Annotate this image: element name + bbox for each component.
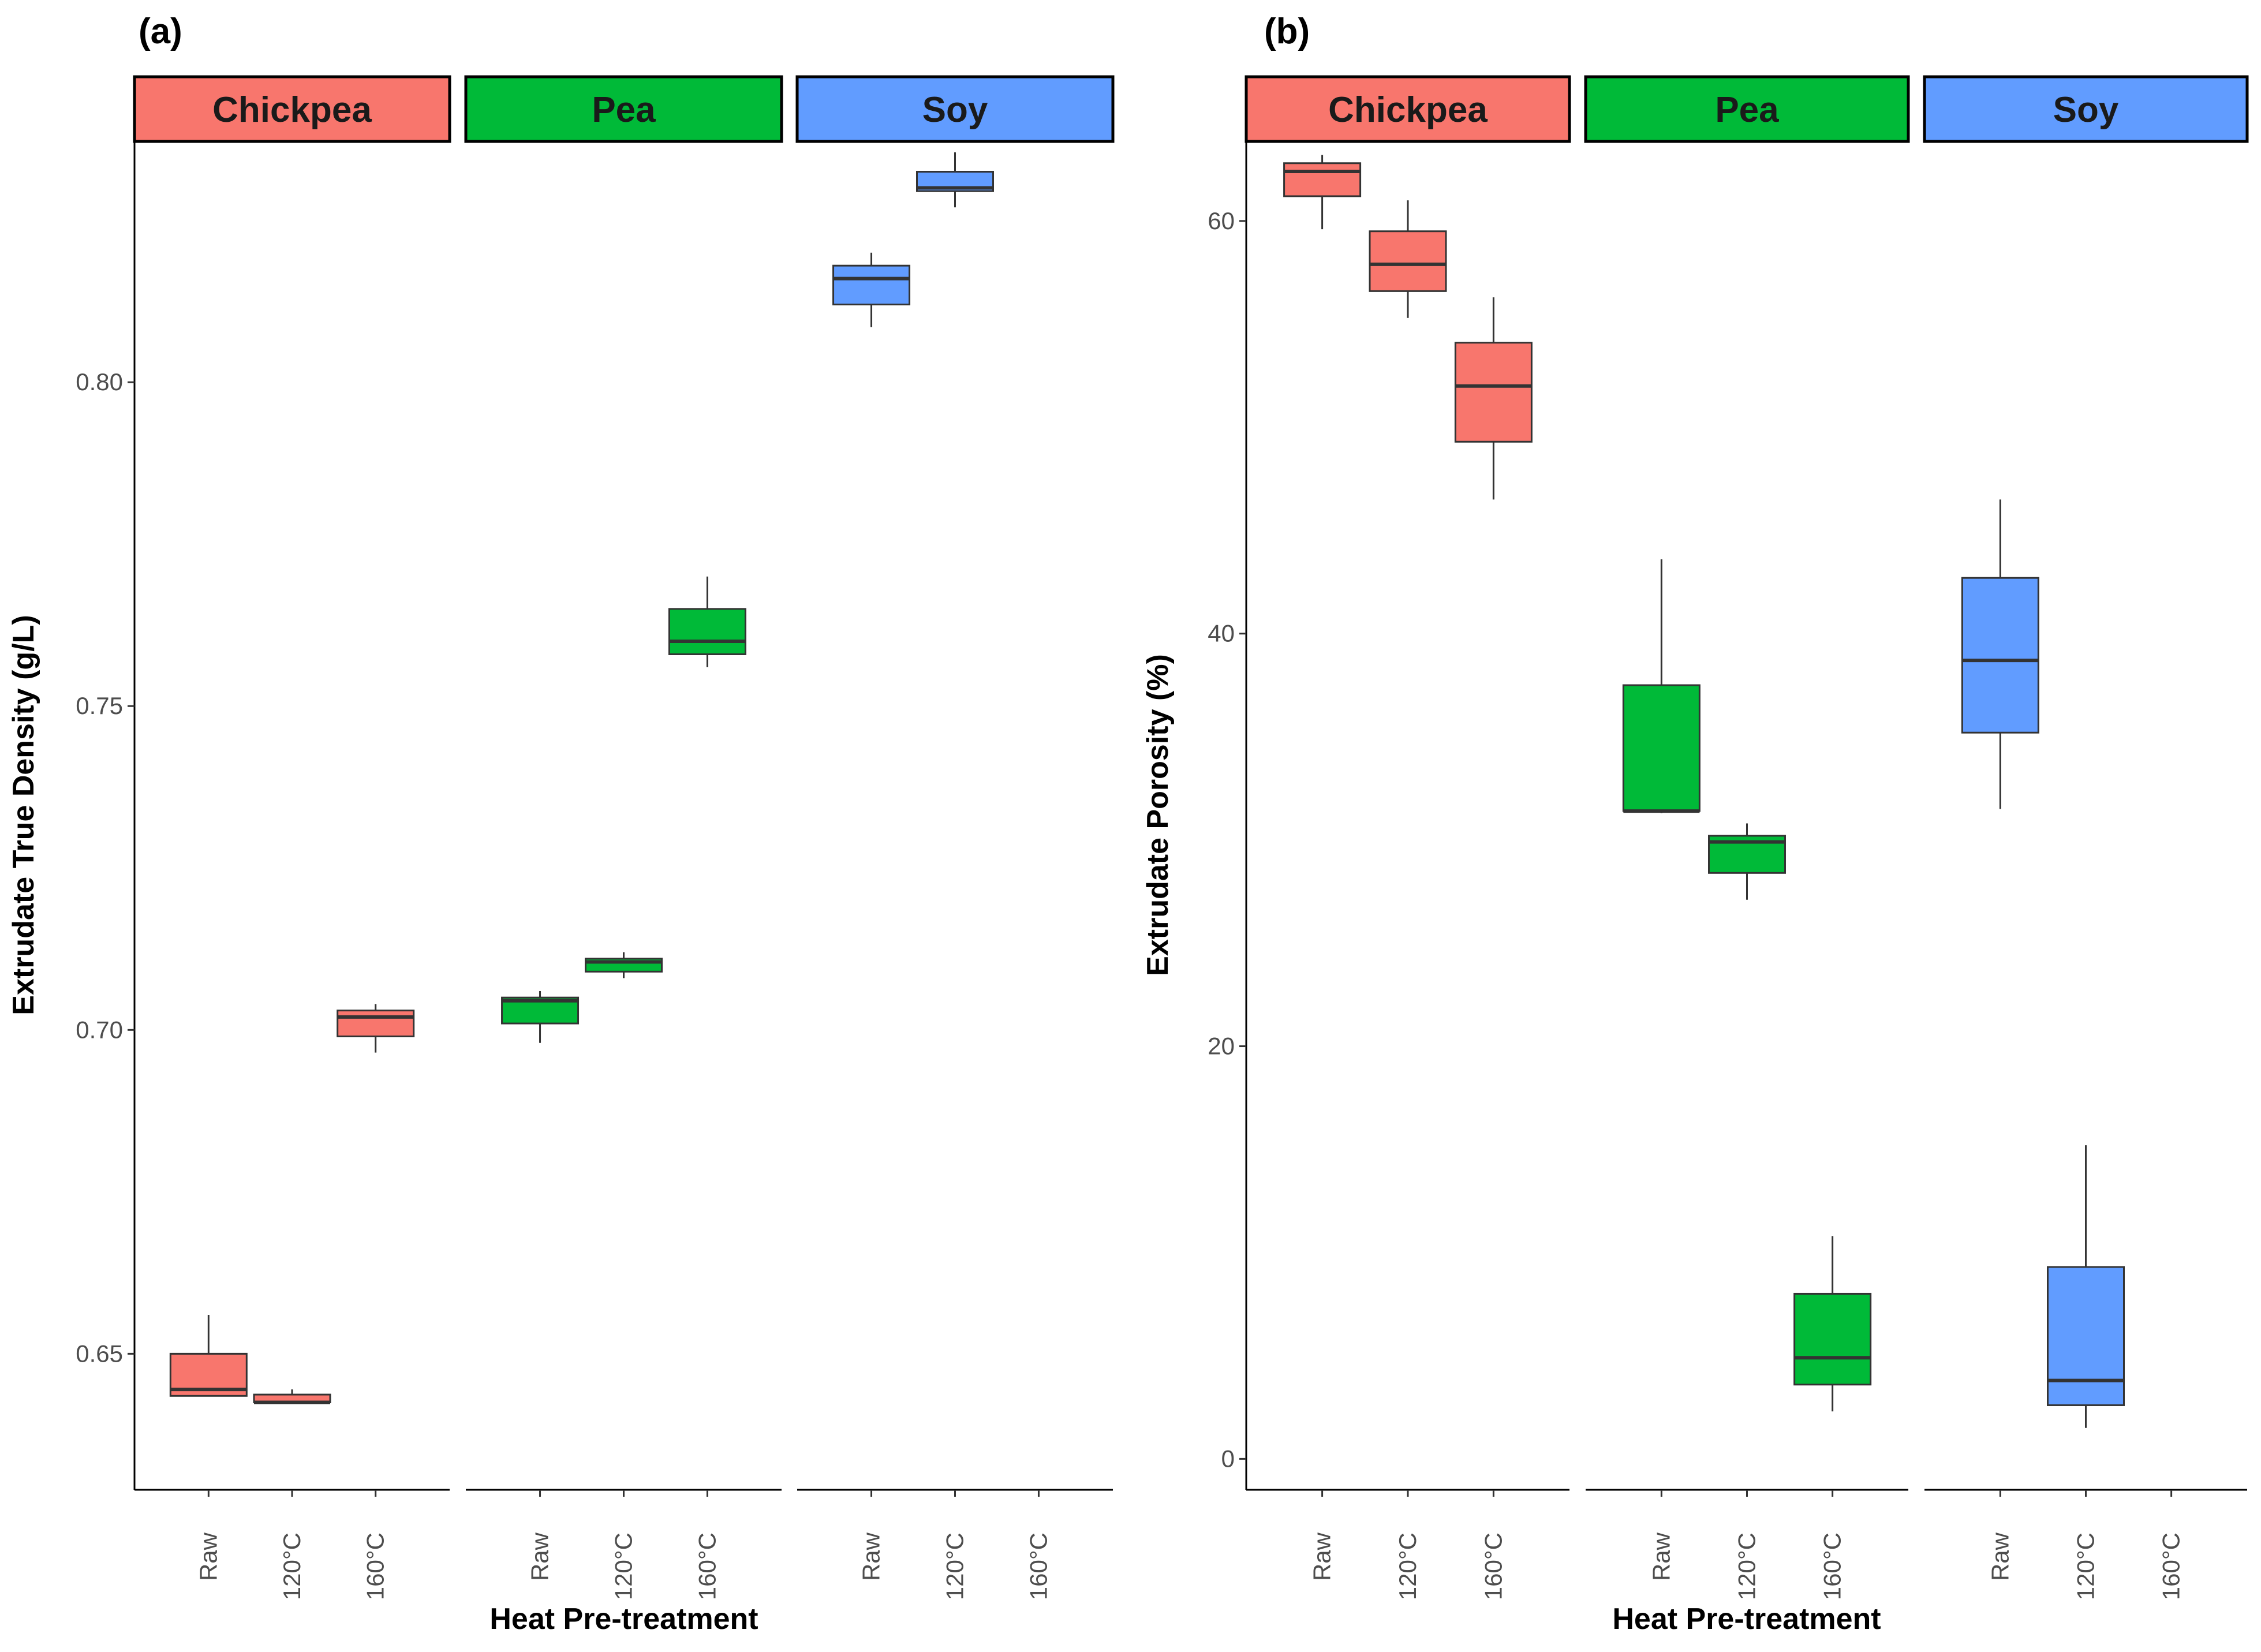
y-tick-label: 0 — [1221, 1445, 1235, 1472]
facet-strip-label-soy: Soy — [2053, 90, 2119, 130]
x-tick-label: 160°C — [2158, 1533, 2185, 1600]
box-iqr — [337, 1010, 415, 1038]
boxplot-pea-1 — [585, 952, 663, 978]
x-tick-label: 160°C — [693, 1533, 720, 1600]
facet-strip-label-chickpea: Chickpea — [212, 90, 372, 130]
facet-strip-chickpea — [133, 75, 451, 143]
x-tick-label: Raw — [1986, 1532, 2013, 1581]
boxplot-pea-2 — [668, 576, 746, 667]
boxplot-chickpea-2 — [337, 1004, 415, 1053]
facet-strip-label-pea: Pea — [1715, 90, 1779, 130]
x-tick-label: 120°C — [278, 1533, 305, 1600]
facet-strip-label-soy: Soy — [922, 90, 988, 130]
facet-strip-pea — [1584, 75, 1910, 143]
facet-strip-soy — [795, 75, 1115, 143]
box-iqr — [668, 608, 746, 655]
boxplot-soy-0 — [1961, 499, 2039, 809]
facet-strip-soy — [1923, 75, 2249, 143]
boxplot-soy-0 — [832, 252, 911, 327]
boxplot-chickpea-1 — [1369, 200, 1447, 318]
boxplot-chickpea-1 — [253, 1389, 331, 1404]
box-iqr — [1283, 162, 1362, 197]
panel-label-a: (a) — [139, 12, 182, 51]
x-tick-label: Raw — [195, 1532, 222, 1581]
x-tick-label: Raw — [1647, 1532, 1675, 1581]
y-tick-label: 0.70 — [76, 1016, 123, 1043]
y-tick-label: 0.80 — [76, 368, 123, 395]
x-tick-label: 160°C — [1025, 1533, 1052, 1600]
box-iqr — [1622, 684, 1701, 812]
facet-strip-chickpea — [1245, 75, 1571, 143]
x-tick-label: 120°C — [1394, 1533, 1421, 1600]
facet-strip-pea — [464, 75, 783, 143]
boxplot-chickpea-0 — [169, 1315, 248, 1397]
y-tick-label: 40 — [1208, 620, 1235, 647]
x-tick-label: 160°C — [362, 1533, 389, 1600]
y-tick-label: 60 — [1208, 207, 1235, 234]
box-iqr — [832, 264, 911, 306]
x-tick-label: Raw — [858, 1532, 885, 1581]
panel-label-b: (b) — [1264, 12, 1310, 51]
box-iqr — [1961, 577, 2039, 734]
boxplot-pea-0 — [501, 991, 580, 1043]
boxplot-soy-1 — [916, 152, 994, 208]
x-tick-label: 160°C — [1819, 1533, 1846, 1600]
boxplot-soy-1 — [2047, 1145, 2125, 1428]
facet-strip-label-pea: Pea — [592, 90, 656, 130]
y-tick-label: 0.65 — [76, 1340, 123, 1367]
boxplot-chickpea-2 — [1454, 297, 1533, 500]
x-tick-label: 120°C — [2072, 1533, 2099, 1600]
x-axis-title-b: Heat Pre-treatment — [1612, 1602, 1881, 1636]
y-tick-label: 0.75 — [76, 692, 123, 719]
box-iqr — [1454, 342, 1533, 443]
x-tick-label: 120°C — [610, 1533, 637, 1600]
x-tick-label: Raw — [526, 1532, 554, 1581]
x-axis-title-a: Heat Pre-treatment — [489, 1602, 758, 1636]
y-axis-title-a: Extrudate True Density (g/L) — [7, 615, 40, 1015]
x-tick-label: 160°C — [1479, 1533, 1507, 1600]
x-tick-label: 120°C — [1733, 1533, 1761, 1600]
facet-strip-label-chickpea: Chickpea — [1328, 90, 1488, 130]
box-iqr — [1369, 230, 1447, 292]
x-tick-label: Raw — [1309, 1532, 1336, 1581]
boxplot-pea-1 — [1708, 823, 1786, 900]
x-tick-label: 120°C — [941, 1533, 969, 1600]
boxplot-pea-2 — [1793, 1236, 1872, 1412]
boxplot-pea-0 — [1622, 559, 1701, 813]
box-iqr — [2047, 1266, 2125, 1406]
y-axis-title-b: Extrudate Porosity (%) — [1141, 654, 1175, 976]
y-tick-label: 20 — [1208, 1033, 1235, 1060]
box-iqr — [1793, 1292, 1872, 1386]
boxplot-chickpea-0 — [1283, 155, 1362, 230]
